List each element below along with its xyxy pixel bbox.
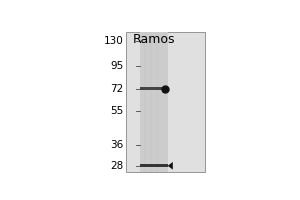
Bar bbox=[140, 87, 168, 90]
Text: 36: 36 bbox=[110, 140, 124, 150]
Bar bbox=[140, 164, 168, 167]
Text: 130: 130 bbox=[104, 36, 124, 46]
Text: 55: 55 bbox=[110, 106, 124, 116]
Text: 28: 28 bbox=[110, 161, 124, 171]
Text: Ramos: Ramos bbox=[133, 33, 175, 46]
Polygon shape bbox=[168, 162, 173, 170]
Text: 72: 72 bbox=[110, 84, 124, 94]
Text: 95: 95 bbox=[110, 61, 124, 71]
